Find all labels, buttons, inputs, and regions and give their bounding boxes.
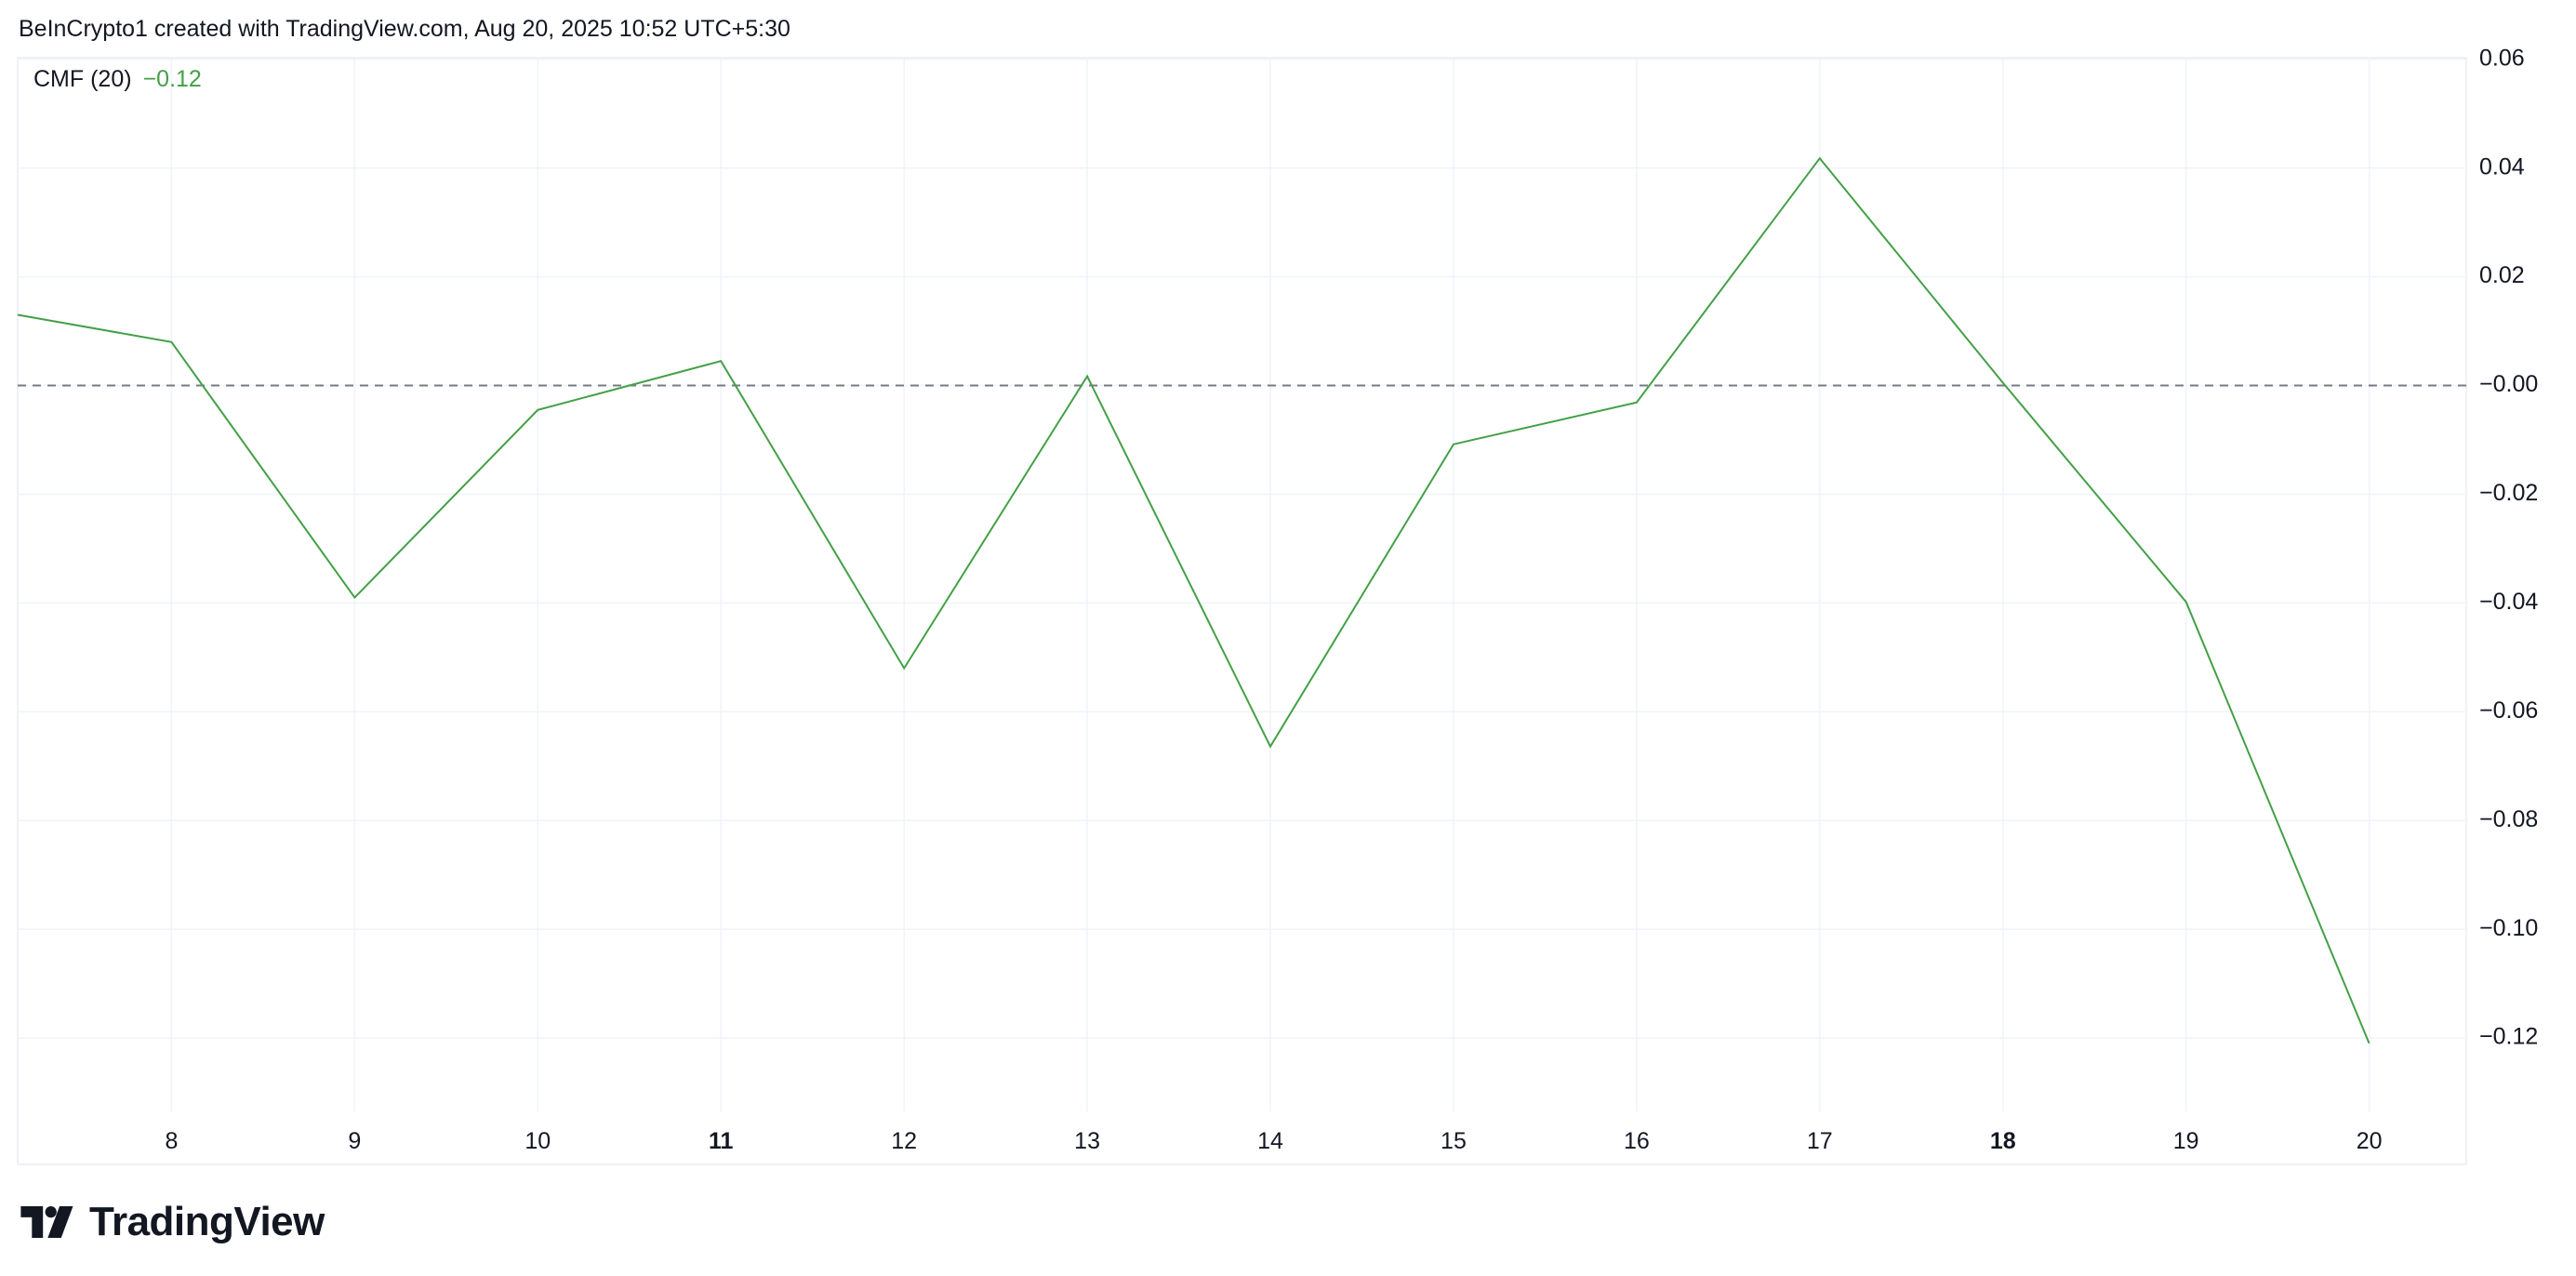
cmf-data-points — [16, 156, 2371, 1045]
cmf-data-point — [1452, 443, 1455, 446]
tradingview-logo[interactable]: TradingView — [20, 1199, 325, 1244]
x-tick-label: 18 — [1990, 1128, 2016, 1154]
x-tick-label: 15 — [1441, 1128, 1467, 1154]
cmf-data-point — [16, 313, 20, 317]
y-tick-label: −0.10 — [2479, 915, 2538, 941]
y-tick-label: −0.06 — [2479, 698, 2538, 724]
x-tick-label: 14 — [1257, 1128, 1283, 1154]
cmf-data-point — [719, 359, 723, 363]
indicator-value: −0.12 — [142, 66, 202, 92]
x-tick-label: 10 — [524, 1128, 551, 1154]
x-tick-label: 17 — [1807, 1128, 1833, 1154]
cmf-data-point — [1085, 375, 1089, 379]
tradingview-logo-icon — [20, 1206, 73, 1238]
y-tick-label: −0.08 — [2479, 806, 2538, 832]
x-tick-label: 11 — [709, 1128, 734, 1154]
x-tick-label: 12 — [891, 1128, 917, 1154]
y-tick-label: −0.04 — [2479, 589, 2538, 615]
cmf-data-point — [1268, 745, 1272, 749]
chart-pane-border — [17, 57, 2467, 1165]
tradingview-logo-text: TradingView — [89, 1199, 325, 1244]
y-tick-label: 0.06 — [2479, 45, 2525, 71]
cmf-data-point — [352, 596, 356, 600]
y-tick-label: 0.02 — [2479, 262, 2525, 288]
cmf-data-point — [2368, 1042, 2371, 1045]
y-tick-label: 0.04 — [2479, 153, 2525, 179]
x-tick-label: 19 — [2173, 1128, 2199, 1154]
grid-lines — [18, 58, 2466, 1111]
price-scale[interactable]: 0.06 0.04 0.02 −0.00 −0.02 −0.04 −0.06 −0.08 −0.… — [2479, 45, 2538, 1049]
x-tick-label: 16 — [1624, 1128, 1650, 1154]
time-scale[interactable]: 8 9 10 11 12 13 14 15 16 17 18 19 20 — [165, 1128, 2382, 1154]
y-tick-label: −0.02 — [2479, 480, 2538, 506]
x-tick-label: 9 — [348, 1128, 361, 1154]
cmf-data-point — [2001, 381, 2005, 385]
x-tick-label: 8 — [165, 1128, 178, 1154]
indicator-name: CMF (20) — [33, 66, 132, 92]
chart-attribution: BeInCrypto1 created with TradingView.com… — [19, 16, 790, 42]
cmf-series-line — [17, 156, 2370, 1044]
cmf-data-point — [169, 340, 173, 344]
cmf-data-point — [1818, 156, 1822, 160]
indicator-legend[interactable]: CMF (20) −0.12 — [33, 63, 202, 95]
y-tick-label: −0.00 — [2479, 371, 2538, 397]
x-tick-label: 20 — [2357, 1128, 2383, 1154]
cmf-data-point — [2184, 600, 2188, 604]
y-tick-label: −0.12 — [2479, 1024, 2538, 1050]
cmf-data-point — [536, 408, 539, 412]
cmf-data-point — [902, 667, 906, 671]
x-tick-label: 13 — [1074, 1128, 1100, 1154]
cmf-data-point — [1635, 401, 1639, 405]
